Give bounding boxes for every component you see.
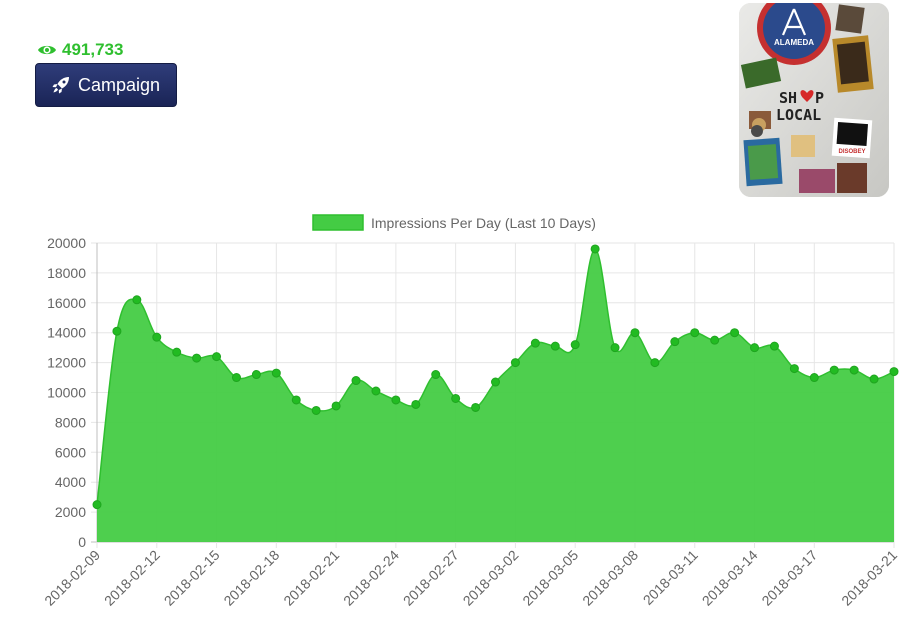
data-point xyxy=(351,376,361,386)
x-tick-label: 2018-02-15 xyxy=(161,547,223,609)
views-counter: 491,733 xyxy=(37,40,123,60)
data-point xyxy=(431,370,441,380)
y-tick-label: 18000 xyxy=(47,265,86,281)
data-point xyxy=(152,332,162,342)
x-tick-label: 2018-02-27 xyxy=(400,547,462,609)
data-point xyxy=(769,341,779,351)
eye-icon xyxy=(38,45,56,55)
data-point xyxy=(471,402,481,412)
data-point xyxy=(112,326,122,336)
data-point xyxy=(829,365,839,375)
data-point xyxy=(291,395,301,405)
data-point xyxy=(630,328,640,338)
x-tick-label: 2018-03-05 xyxy=(519,547,581,609)
data-point xyxy=(451,393,461,403)
y-tick-label: 2000 xyxy=(55,504,86,520)
y-tick-label: 20000 xyxy=(47,235,86,251)
data-point xyxy=(251,370,261,380)
y-tick-label: 10000 xyxy=(47,385,86,401)
data-point xyxy=(690,328,700,338)
x-tick-label: 2018-03-08 xyxy=(579,547,641,609)
data-point xyxy=(331,401,341,411)
data-point xyxy=(809,373,819,383)
x-tick-label: 2018-03-11 xyxy=(640,547,701,608)
y-tick-label: 6000 xyxy=(55,444,86,460)
legend-label: Impressions Per Day (Last 10 Days) xyxy=(371,215,596,231)
data-point xyxy=(271,368,281,378)
data-point xyxy=(92,500,102,510)
y-tick-label: 0 xyxy=(78,534,86,550)
data-point xyxy=(869,374,879,384)
x-tick-label: 2018-02-09 xyxy=(41,547,103,609)
data-point xyxy=(172,347,182,357)
data-point xyxy=(311,405,321,415)
data-point xyxy=(670,337,680,347)
views-count: 491,733 xyxy=(62,40,124,59)
data-point xyxy=(610,343,620,353)
svg-text:DISOBEY: DISOBEY xyxy=(838,149,865,155)
data-point xyxy=(650,358,660,368)
impressions-chart: 0 2000 4000 6000 8000 10000 12000 14000 16000 180… xyxy=(41,214,900,609)
data-point xyxy=(391,395,401,405)
svg-text:P: P xyxy=(815,89,824,107)
y-tick-label: 16000 xyxy=(47,295,86,311)
x-tick-label: 2018-03-14 xyxy=(699,547,761,609)
y-tick-label: 4000 xyxy=(55,474,86,490)
data-point xyxy=(510,358,520,368)
legend-swatch xyxy=(312,214,364,231)
series-area xyxy=(97,248,894,542)
x-tick-label: 2018-03-02 xyxy=(460,547,522,609)
data-point xyxy=(710,335,720,345)
y-tick-label: 8000 xyxy=(55,414,86,430)
data-point xyxy=(371,386,381,396)
data-point xyxy=(889,367,899,377)
data-point xyxy=(132,295,142,305)
data-point xyxy=(730,328,740,338)
y-tick-label: 12000 xyxy=(47,355,86,371)
data-point xyxy=(789,364,799,374)
campaign-button-label: Campaign xyxy=(77,74,161,95)
x-tick-label: 2018-02-24 xyxy=(340,547,402,609)
data-point xyxy=(590,244,600,254)
data-point xyxy=(192,353,202,363)
x-tick-label: 2018-02-21 xyxy=(280,547,342,609)
data-point xyxy=(411,399,421,409)
x-tick-label: 2018-03-17 xyxy=(758,547,820,609)
svg-text:ALAMEDA: ALAMEDA xyxy=(774,38,814,47)
data-point xyxy=(750,343,760,353)
data-point xyxy=(491,377,500,387)
data-point xyxy=(530,338,540,348)
campaign-button[interactable]: Campaign xyxy=(35,63,177,107)
data-point xyxy=(550,341,560,351)
data-point xyxy=(212,352,222,362)
x-tick-label: 2018-03-21 xyxy=(838,547,900,609)
x-tick-label: 2018-02-18 xyxy=(220,547,282,609)
x-tick-label: 2018-02-12 xyxy=(101,547,163,609)
y-tick-label: 14000 xyxy=(47,325,86,341)
svg-text:LOCAL: LOCAL xyxy=(776,106,821,124)
svg-text:SH: SH xyxy=(779,89,797,107)
data-point xyxy=(849,365,859,375)
data-point xyxy=(570,340,580,350)
rocket-icon xyxy=(52,77,69,94)
data-point xyxy=(231,373,241,383)
campaign-thumbnail: ALAMEDA SH P LOCAL DISOBEY xyxy=(739,3,889,197)
